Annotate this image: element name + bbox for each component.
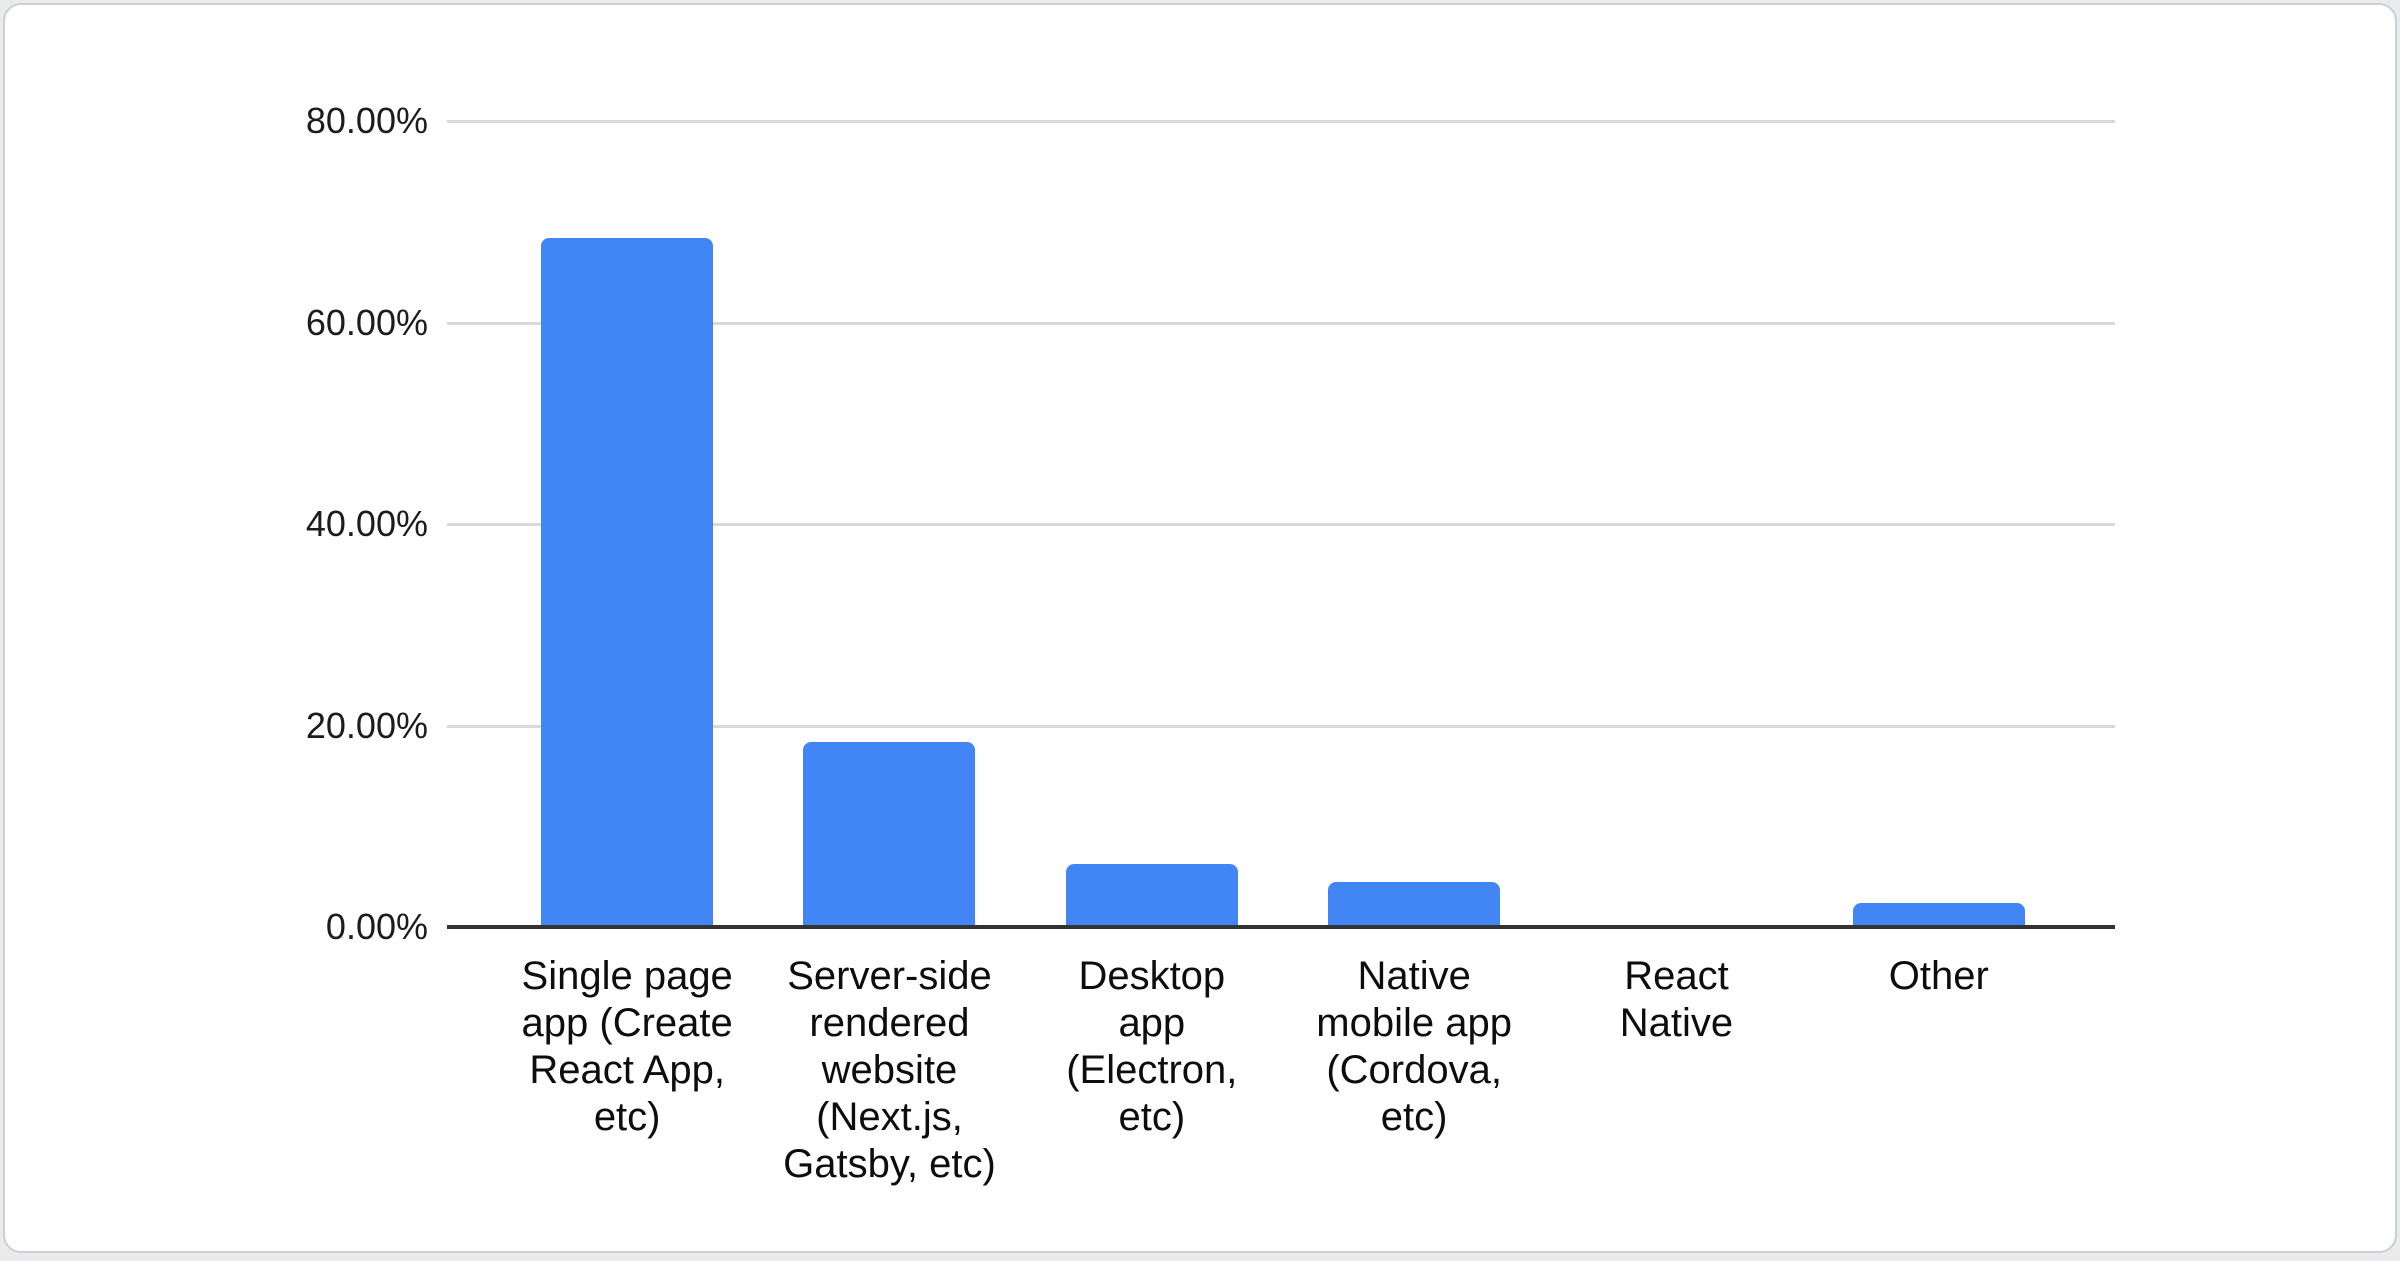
x-tick-label: Server-side rendered website (Next.js, Gatsb…	[758, 953, 1020, 1188]
x-tick-label-line: mobile app	[1316, 1001, 1512, 1045]
x-axis-baseline	[447, 925, 2115, 929]
gridline	[447, 724, 2115, 728]
bar-slot	[758, 121, 1020, 927]
x-tick-label: Other	[1808, 953, 2070, 1188]
x-tick-label-line: (Cordova,	[1326, 1048, 1502, 1092]
y-tick-label: 0.00%	[325, 906, 428, 947]
bar-slot	[1021, 121, 1283, 927]
x-tick-label-line: rendered	[809, 1001, 970, 1045]
x-tick-label-line: Native	[1619, 1001, 1734, 1045]
x-tick-label-line: Server-side	[787, 954, 992, 998]
chart-card: 80.00% 60.00% 40.00% 20.00% 0.00% Single pag…	[3, 3, 2397, 1253]
x-axis-labels: Single page app (Create React App, etc) Serv…	[496, 953, 2070, 1188]
x-tick-label: React Native	[1545, 953, 1807, 1188]
x-tick-label-line: Desktop	[1078, 954, 1226, 998]
plot-area	[447, 120, 2115, 929]
bar-slot	[1283, 121, 1545, 927]
bar-slot	[496, 121, 758, 927]
gridline	[447, 120, 2115, 123]
x-tick-label-line: (Next.js,	[816, 1095, 963, 1139]
y-tick-label: 40.00%	[305, 503, 428, 544]
y-axis-labels: 80.00% 60.00% 40.00% 20.00% 0.00%	[5, 5, 428, 1261]
x-tick-label: Native mobile app (Cordova, etc)	[1283, 953, 1545, 1188]
gridline	[447, 321, 2115, 325]
x-tick-label-line: etc)	[593, 1095, 661, 1139]
gridline	[447, 523, 2115, 526]
bar-band	[496, 121, 2070, 927]
bar-slot	[1545, 121, 1807, 927]
x-tick-label-line: Single page	[521, 954, 733, 998]
x-tick-label-line: Other	[1888, 954, 1989, 998]
y-tick-label: 60.00%	[305, 301, 428, 343]
bar[interactable]	[1328, 881, 1501, 927]
y-tick-label: 80.00%	[305, 100, 428, 141]
bar[interactable]	[803, 741, 976, 927]
x-tick-label-line: website	[821, 1048, 958, 1092]
x-tick-label: Desktop app (Electron, etc)	[1021, 953, 1283, 1188]
bar[interactable]	[1065, 863, 1238, 927]
bar[interactable]	[541, 237, 714, 927]
x-tick-label-line: (Electron,	[1066, 1048, 1238, 1092]
x-tick-label-line: etc)	[1380, 1095, 1448, 1139]
x-tick-label-line: Gatsby, etc)	[783, 1142, 996, 1186]
x-tick-label-line: etc)	[1118, 1095, 1186, 1139]
bar[interactable]	[1852, 902, 2025, 927]
x-tick-label: Single page app (Create React App, etc)	[496, 953, 758, 1188]
x-tick-label-line: React	[1624, 954, 1729, 998]
x-tick-label-line: app (Create	[521, 1001, 733, 1045]
x-tick-label-line: React App,	[529, 1048, 725, 1092]
x-tick-label-line: Native	[1357, 954, 1471, 998]
bar-slot	[1808, 121, 2070, 927]
y-tick-label: 20.00%	[305, 704, 428, 746]
x-tick-label-line: app	[1118, 1001, 1186, 1045]
